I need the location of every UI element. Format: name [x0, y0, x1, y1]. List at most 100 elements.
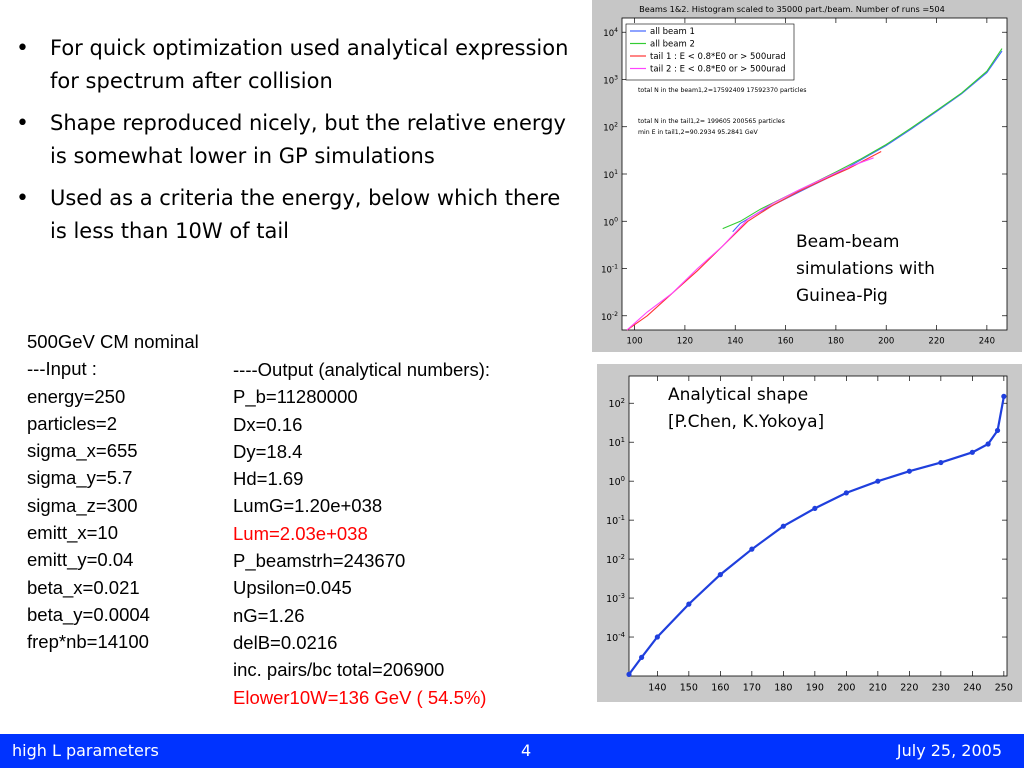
x-tick-label: 120: [677, 337, 693, 347]
output-parameters: ----Output (analytical numbers): P_b=112…: [233, 356, 490, 711]
y-tick-label: 10-1: [601, 264, 618, 276]
y-tick-label: 100: [603, 216, 618, 228]
input-parameters: 500GeV CM nominal ---Input : energy=250 …: [27, 328, 199, 656]
data-point: [639, 654, 645, 661]
y-tick-label: 10-4: [606, 631, 625, 644]
legend-label: all beam 2: [650, 40, 695, 50]
caption-line: Guinea-Pig: [796, 286, 888, 306]
param-line: beta_y=0.0004: [27, 603, 150, 625]
data-point: [780, 523, 786, 529]
analytical-caption: Analytical shape [P.Chen, K.Yokoya]: [668, 382, 824, 436]
result-line: P_b=11280000: [233, 386, 358, 408]
data-point: [906, 468, 912, 474]
x-tick-label: 210: [869, 683, 887, 694]
param-line: frep*nb=14100: [27, 631, 149, 653]
param-line: emitt_y=0.04: [27, 549, 134, 571]
data-point: [969, 449, 975, 455]
series-line: [628, 396, 1005, 676]
legend-label: tail 2 : E < 0.8*E0 or > 500urad: [650, 65, 786, 75]
result-line: Hd=1.69: [233, 468, 304, 490]
bullet-text: Used as a criteria the energy, below whi…: [50, 186, 561, 243]
x-tick-label: 140: [648, 683, 666, 694]
result-line: Dy=18.4: [233, 440, 303, 462]
x-tick-label: 220: [900, 683, 918, 694]
x-tick-label: 150: [680, 683, 698, 694]
y-tick-label: 10-2: [601, 311, 618, 323]
data-point: [686, 601, 692, 607]
result-line: LumG=1.20e+038: [233, 495, 383, 517]
caption-line: Analytical shape: [668, 385, 809, 405]
bullet-item: • For quick optimization used analytical …: [14, 32, 574, 98]
y-tick-label: 101: [609, 436, 625, 449]
x-tick-label: 240: [979, 337, 995, 347]
x-tick-label: 100: [626, 337, 642, 347]
analytical-plot-panel: 10-4 10-3 10-2 10-1 100 101 102 140 150 160 170 180…: [597, 364, 1022, 702]
data-point: [985, 441, 991, 447]
data-point: [1001, 393, 1007, 399]
caption-line: [P.Chen, K.Yokoya]: [668, 412, 825, 432]
data-point: [749, 546, 755, 552]
param-line: emitt_x=10: [27, 522, 119, 544]
result-line-highlight: Lum=2.03e+038: [233, 522, 368, 544]
analytical-plot: 10-4 10-3 10-2 10-1 100 101 102 140 150 160 170 180…: [606, 375, 1013, 694]
result-line: Dx=0.16: [233, 413, 303, 435]
x-tick-label: 160: [777, 337, 793, 347]
x-tick-label: 200: [837, 683, 855, 694]
bullet-text: Shape reproduced nicely, but the relativ…: [50, 111, 566, 168]
y-tick-label: 102: [609, 397, 625, 410]
chart-annotation: total N in the beam1,2=17592409 17592370…: [638, 87, 807, 94]
result-line: nG=1.26: [233, 604, 305, 626]
x-tick-label: 220: [928, 337, 944, 347]
data-point: [843, 490, 849, 496]
result-line: delB=0.0216: [233, 631, 338, 653]
x-tick-label: 170: [743, 683, 761, 694]
simulation-plot-panel: Beams 1&2. Histogram scaled to 35000 par…: [592, 0, 1022, 352]
legend-label: all beam 1: [650, 27, 695, 37]
param-line: sigma_x=655: [27, 440, 138, 462]
config-heading: 500GeV CM nominal: [27, 331, 199, 352]
series-line: [722, 48, 1003, 230]
y-tick-label: 100: [609, 475, 625, 488]
x-tick-label: 160: [711, 683, 729, 694]
bullet-dot: •: [16, 111, 29, 136]
bullet-item: • Shape reproduced nicely, but the relati…: [14, 107, 574, 173]
bullet-dot: •: [16, 36, 29, 61]
simulation-plot: Beams 1&2. Histogram scaled to 35000 par…: [601, 4, 1008, 347]
y-tick-label: 104: [603, 27, 618, 39]
y-tick-label: 10-3: [606, 592, 625, 605]
data-point: [812, 505, 818, 512]
bullet-text: For quick optimization used analytical e…: [50, 36, 569, 93]
bullet-dot: •: [16, 186, 29, 211]
x-tick-label: 230: [932, 683, 950, 694]
page-number: 4: [521, 741, 532, 760]
data-point: [654, 634, 660, 640]
x-tick-label: 190: [806, 683, 824, 694]
data-point: [717, 572, 723, 578]
param-line: sigma_z=300: [27, 494, 138, 516]
result-line: P_beamstrh=243670: [233, 550, 406, 572]
y-tick-label: 101: [603, 169, 618, 181]
bullet-item: • Used as a criteria the energy, below wh…: [14, 182, 574, 248]
x-tick-label: 200: [878, 337, 894, 347]
result-line: Upsilon=0.045: [233, 577, 352, 599]
x-tick-label: 240: [963, 683, 981, 694]
data-point: [994, 427, 1001, 434]
output-label: ----Output (analytical numbers):: [233, 359, 491, 380]
simulation-caption: Beam-beam simulations with Guinea-Pig: [796, 229, 935, 310]
chart-title: Beams 1&2. Histogram scaled to 35000 par…: [639, 4, 945, 14]
footer-bar: high L parameters 4 July 25, 2005: [0, 734, 1024, 768]
caption-line: simulations with: [796, 259, 935, 279]
input-label: ---Input :: [27, 358, 97, 380]
footer-date: July 25, 2005: [896, 741, 1002, 760]
param-line: sigma_y=5.7: [27, 467, 133, 489]
result-line: inc. pairs/bc total=206900: [233, 659, 445, 681]
y-tick-label: 10-2: [606, 553, 625, 566]
result-line-highlight: Elower10W=136 GeV ( 54.5%): [233, 686, 487, 708]
x-tick-label: 140: [727, 337, 743, 347]
y-tick-label: 102: [603, 122, 618, 134]
legend-label: tail 1 : E < 0.8*E0 or > 500urad: [650, 52, 786, 62]
series-line: [626, 157, 874, 331]
x-tick-label: 180: [828, 337, 844, 347]
caption-line: Beam-beam: [796, 232, 900, 252]
param-line: beta_x=0.021: [27, 576, 140, 598]
